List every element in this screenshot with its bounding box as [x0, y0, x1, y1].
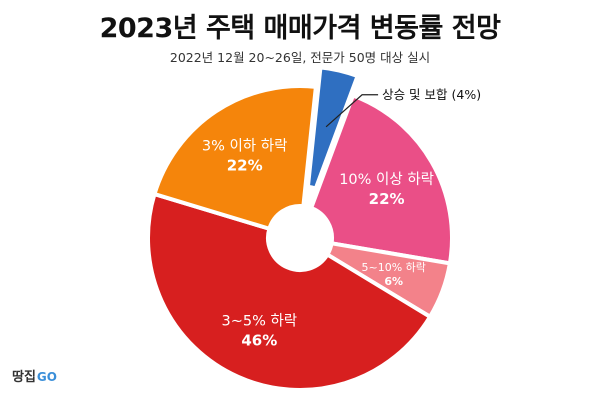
slice-label-1: 상승 및 보합 (4%)	[382, 87, 481, 102]
brand-suffix: GO	[36, 370, 57, 384]
slice-value-4: 46%	[241, 331, 277, 349]
slice-label-4: 3~5% 하락	[221, 312, 297, 329]
chart-subtitle: 2022년 12월 20~26일, 전문가 50명 대상 실시	[169, 50, 431, 65]
slice-4	[146, 192, 433, 392]
brand-logo: 땅집GO	[12, 366, 57, 385]
slice-label-2: 10% 이상 하락	[339, 171, 434, 188]
callout-line	[325, 94, 379, 128]
brand-name: 땅집	[12, 370, 36, 385]
slice-label-5: 3% 이하 하락	[202, 138, 288, 155]
slice-value-2: 22%	[369, 190, 405, 208]
slice-1	[305, 65, 360, 191]
slice-value-5: 22%	[227, 157, 263, 175]
slice-value-3: 6%	[384, 275, 403, 288]
slice-label-3: 5~10% 하락	[362, 260, 426, 274]
slice-2	[309, 93, 454, 266]
slice-5	[152, 84, 318, 231]
chart-title: 2023년 주택 매매가격 변동률 전망	[99, 13, 501, 44]
